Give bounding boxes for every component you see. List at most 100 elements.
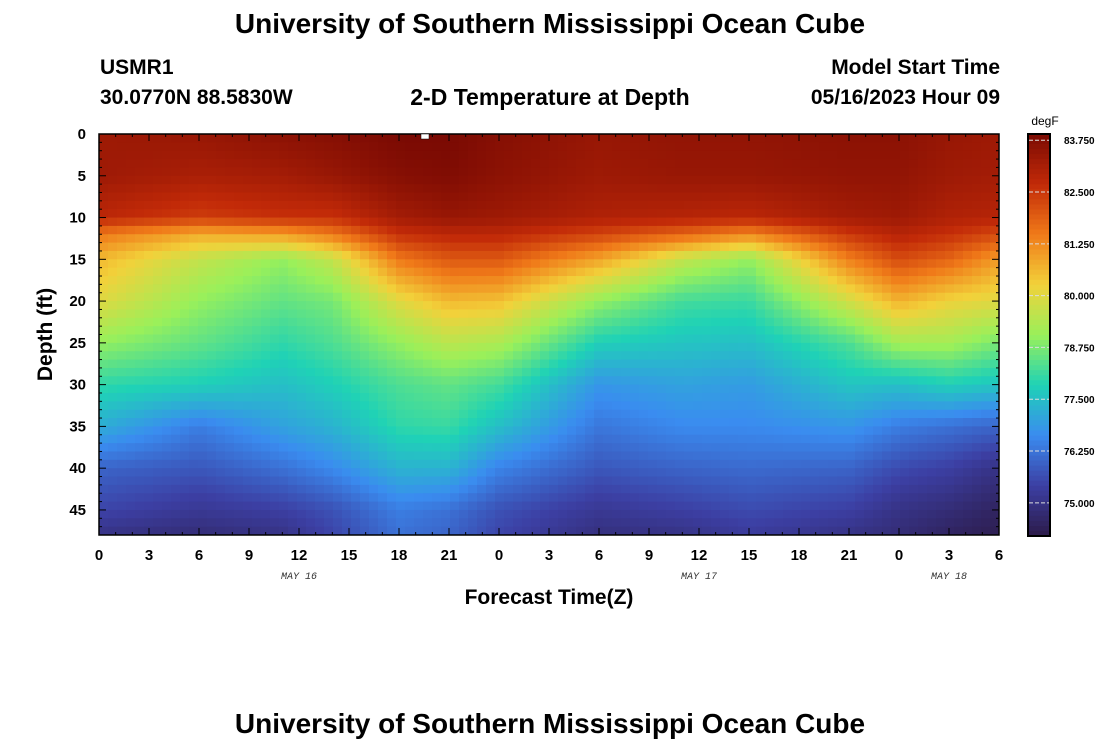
heatmap-cell — [891, 250, 901, 260]
heatmap-cell — [801, 476, 811, 486]
heatmap-cell — [378, 434, 388, 444]
heatmap-cell — [324, 468, 334, 478]
heatmap-cell — [630, 317, 640, 327]
heatmap-cell — [801, 276, 811, 285]
heatmap-cell — [207, 443, 217, 453]
heatmap-cell — [216, 426, 226, 436]
heatmap-cell — [297, 217, 307, 227]
heatmap-cell — [801, 184, 811, 194]
heatmap-cell — [846, 225, 856, 235]
heatmap-cell — [126, 451, 136, 461]
heatmap-cell — [540, 276, 550, 285]
heatmap-cell — [243, 301, 253, 311]
heatmap-cell — [837, 409, 847, 419]
heatmap-cell — [540, 259, 550, 269]
heatmap-cell — [891, 351, 901, 361]
heatmap-cell — [486, 384, 496, 394]
heatmap-cell — [693, 401, 703, 411]
heatmap-cell — [234, 484, 244, 494]
heatmap-cell — [459, 367, 469, 377]
heatmap-cell — [189, 418, 199, 427]
heatmap-cell — [108, 317, 118, 327]
heatmap-cell — [243, 184, 253, 194]
heatmap-cell — [369, 359, 379, 369]
heatmap-cell — [279, 209, 289, 219]
heatmap-cell — [396, 384, 406, 394]
heatmap-cell — [540, 476, 550, 486]
heatmap-cell — [189, 150, 199, 160]
heatmap-cell — [441, 409, 451, 419]
heatmap-cell — [954, 351, 964, 361]
heatmap-cell — [531, 301, 541, 311]
heatmap-cell — [432, 484, 442, 494]
heatmap-cell — [936, 459, 946, 469]
heatmap-cell — [477, 426, 487, 436]
heatmap-cell — [882, 292, 892, 302]
heatmap-cell — [360, 476, 370, 486]
heatmap-cell — [747, 518, 757, 528]
heatmap-cell — [846, 142, 856, 152]
heatmap-cell — [657, 142, 667, 152]
heatmap-cell — [126, 518, 136, 528]
heatmap-cell — [648, 367, 658, 377]
heatmap-cell — [540, 292, 550, 302]
heatmap-cell — [738, 276, 748, 285]
heatmap-cell — [306, 384, 316, 394]
heatmap-cell — [666, 384, 676, 394]
heatmap-cell — [864, 342, 874, 352]
heatmap-cell — [360, 401, 370, 411]
heatmap-cell — [603, 443, 613, 453]
heatmap-cell — [918, 326, 928, 336]
heatmap-cell — [909, 150, 919, 160]
heatmap-cell — [351, 292, 361, 302]
heatmap-cell — [585, 484, 595, 494]
heatmap-cell — [738, 225, 748, 235]
heatmap-cell — [981, 418, 991, 427]
heatmap-cell — [621, 276, 631, 285]
heatmap-cell — [621, 451, 631, 461]
heatmap-cell — [432, 276, 442, 285]
heatmap-cell — [810, 367, 820, 377]
heatmap-cell — [144, 301, 154, 311]
heatmap-cell — [576, 384, 586, 394]
heatmap-cell — [126, 501, 136, 511]
heatmap-cell — [495, 200, 505, 210]
heatmap-cell — [864, 359, 874, 369]
heatmap-cell — [351, 309, 361, 319]
heatmap-cell — [486, 443, 496, 453]
heatmap-cell — [207, 526, 217, 535]
heatmap-cell — [891, 150, 901, 160]
heatmap-cell — [333, 409, 343, 419]
heatmap-cell — [585, 134, 595, 143]
heatmap-cell — [459, 217, 469, 227]
heatmap-cell — [783, 317, 793, 327]
heatmap-cell — [945, 134, 955, 143]
heatmap-cell — [756, 418, 766, 427]
heatmap-cell — [648, 459, 658, 469]
heatmap-cell — [936, 276, 946, 285]
heatmap-cell — [378, 184, 388, 194]
heatmap-cell — [639, 334, 649, 344]
heatmap-cell — [468, 225, 478, 235]
heatmap-cell — [450, 242, 460, 252]
heatmap-cell — [549, 209, 559, 219]
heatmap-cell — [594, 426, 604, 436]
heatmap-cell — [792, 259, 802, 269]
heatmap-cell — [963, 326, 973, 336]
heatmap-cell — [945, 359, 955, 369]
heatmap-cell — [225, 284, 235, 294]
heatmap-cell — [207, 167, 217, 177]
heatmap-cell — [648, 326, 658, 336]
heatmap-cell — [846, 392, 856, 402]
heatmap-cell — [648, 476, 658, 486]
heatmap-cell — [198, 209, 208, 219]
heatmap-cell — [198, 134, 208, 143]
heatmap-cell — [234, 501, 244, 511]
heatmap-cell — [702, 392, 712, 402]
heatmap-cell — [963, 392, 973, 402]
heatmap-cell — [351, 234, 361, 244]
heatmap-cell — [891, 451, 901, 461]
heatmap-cell — [450, 418, 460, 427]
heatmap-cell — [783, 301, 793, 311]
heatmap-cell — [162, 259, 172, 269]
